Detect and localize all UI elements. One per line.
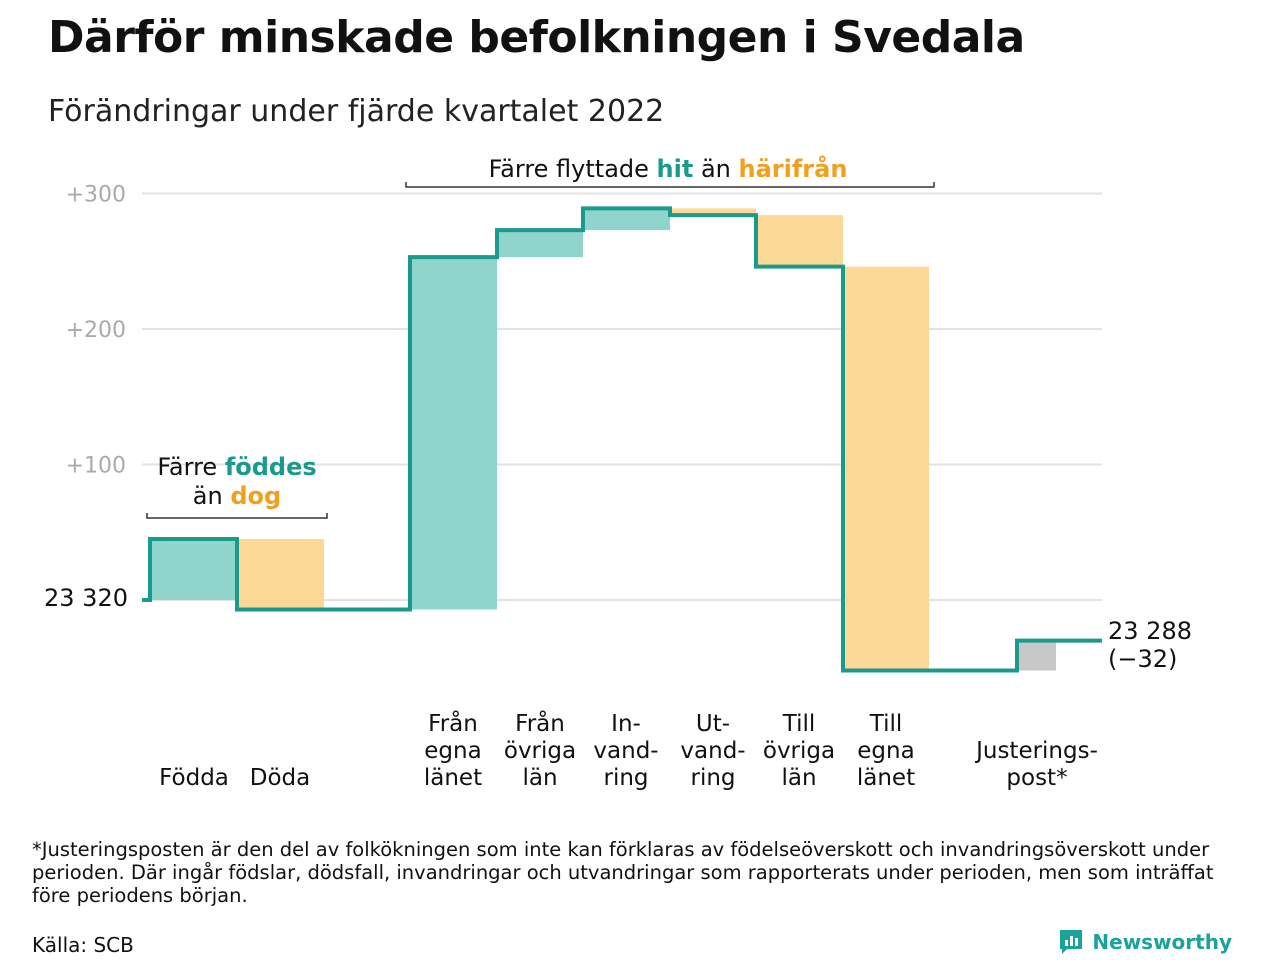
start-value-label: 23 320 bbox=[44, 584, 128, 612]
bar-1 bbox=[150, 539, 237, 600]
annotation-births-deaths-line2: än dog bbox=[193, 482, 281, 510]
annotation-births-deaths-line2-part: dog bbox=[230, 482, 281, 510]
brand-logo: Newsworthy bbox=[1058, 928, 1232, 956]
x-category-label: Från bbox=[515, 709, 565, 737]
x-category-label: egna bbox=[857, 738, 914, 764]
x-category-label: Till bbox=[869, 711, 903, 737]
chart-title: Därför minskade befolkningen i Svedala bbox=[48, 12, 1025, 63]
x-category-label: Födda bbox=[159, 765, 229, 791]
annotation-bracket-migration bbox=[405, 182, 935, 188]
y-tick-label: +200 bbox=[66, 318, 126, 343]
newsworthy-icon bbox=[1060, 930, 1083, 954]
bar-4 bbox=[497, 230, 583, 258]
source-label: Källa: SCB bbox=[32, 933, 134, 957]
x-category-label: Från bbox=[428, 709, 478, 737]
y-tick-label: +100 bbox=[66, 454, 126, 479]
y-tick-label: +300 bbox=[66, 183, 126, 208]
x-category-label: övriga bbox=[504, 738, 576, 764]
bar-6 bbox=[670, 208, 756, 216]
x-category-label: län bbox=[522, 765, 557, 791]
footnote: *Justeringsposten är den del av folkökni… bbox=[32, 838, 1214, 907]
x-category-label: post* bbox=[1006, 765, 1067, 791]
brand-name: Newsworthy bbox=[1092, 930, 1232, 954]
x-category-label: Döda bbox=[250, 765, 310, 791]
end-value-label: 23 288 bbox=[1108, 617, 1192, 645]
annotation-bracket-births-deaths bbox=[146, 513, 328, 519]
annotation-migration: Färre flyttade hit än härifrån bbox=[489, 154, 848, 183]
bar-2 bbox=[237, 539, 324, 610]
x-category-label: ring bbox=[603, 765, 648, 791]
annotation-migration-part: Färre flyttade bbox=[489, 155, 657, 183]
x-category-label: vand- bbox=[680, 738, 745, 764]
annotation-migration-part: härifrån bbox=[739, 154, 848, 183]
x-category-label: län bbox=[781, 765, 816, 791]
bar-7 bbox=[756, 215, 843, 267]
x-category-label: länet bbox=[424, 765, 482, 791]
x-category-label: egna bbox=[424, 738, 481, 764]
annotation-births-deaths-line1-part: Färre bbox=[157, 453, 225, 481]
cumulative-step-line bbox=[142, 206, 1102, 673]
x-category-label: Till bbox=[782, 711, 816, 737]
x-category-label: vand- bbox=[593, 738, 658, 764]
annotation-births-deaths-line2-part: än bbox=[193, 482, 231, 510]
x-category-label: Justerings- bbox=[974, 738, 1098, 764]
x-category-label: länet bbox=[857, 765, 915, 791]
end-change-label: (−32) bbox=[1108, 645, 1177, 673]
bar-3 bbox=[410, 257, 497, 610]
x-category-label: In- bbox=[611, 711, 641, 737]
annotation-births-deaths-line1-part: föddes bbox=[225, 453, 317, 481]
bar-9 bbox=[1017, 640, 1056, 671]
annotation-migration-part: än bbox=[693, 155, 738, 183]
bar-5 bbox=[583, 208, 670, 231]
x-category-label: ring bbox=[690, 765, 735, 791]
annotation-migration-part: hit bbox=[657, 155, 694, 183]
annotation-births-deaths-line1: Färre föddes bbox=[157, 453, 316, 481]
x-category-label: Ut- bbox=[696, 711, 730, 737]
x-category-label: övriga bbox=[763, 738, 835, 764]
bar-8 bbox=[843, 266, 929, 671]
chart-subtitle: Förändringar under fjärde kvartalet 2022 bbox=[48, 94, 665, 129]
